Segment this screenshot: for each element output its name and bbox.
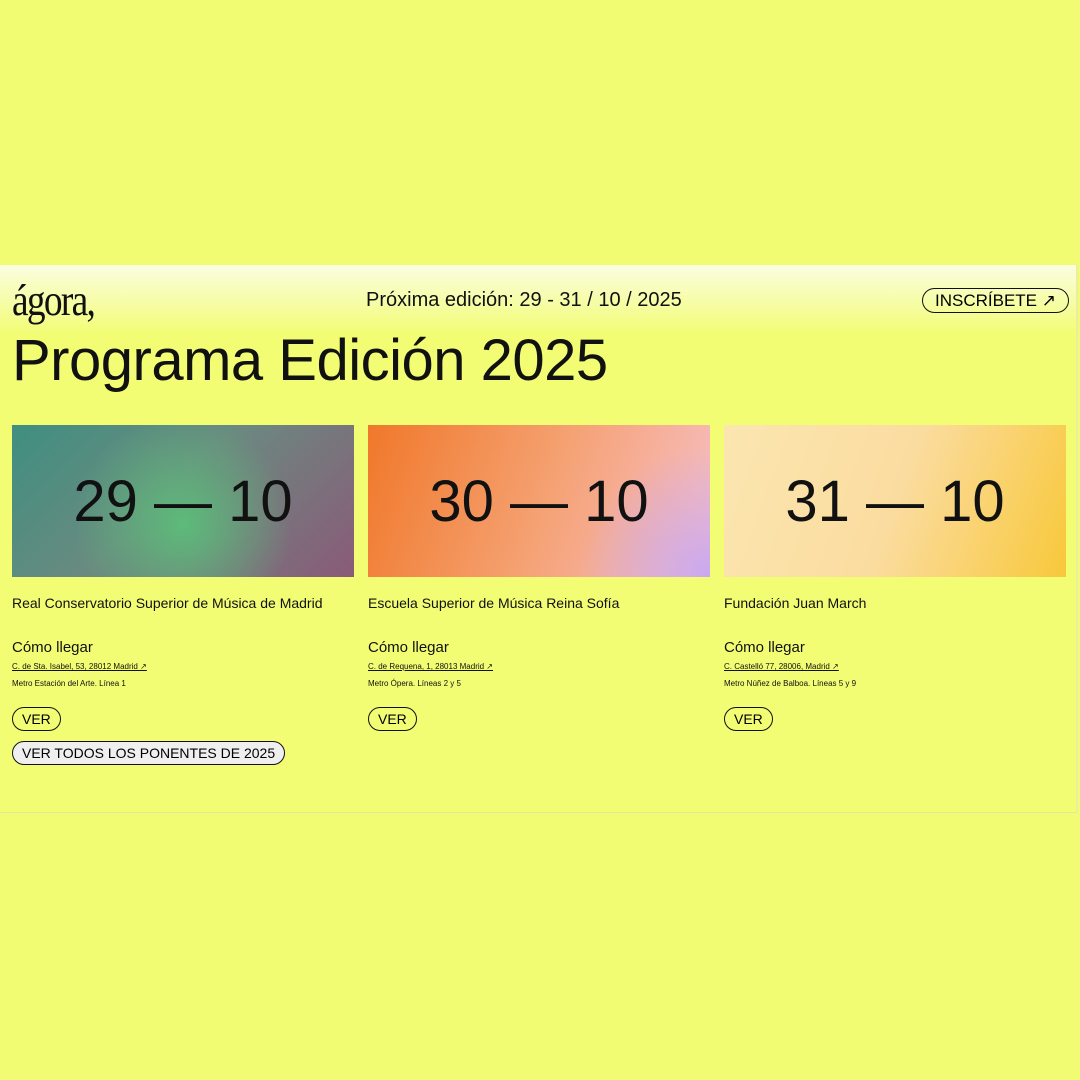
address-link[interactable]: C. Castelló 77, 28006, Madrid ↗ xyxy=(724,662,839,671)
venue-name: Real Conservatorio Superior de Música de… xyxy=(12,595,323,611)
view-button[interactable]: VER xyxy=(368,707,417,731)
metro-info: Metro Núñez de Balboa. Líneas 5 y 9 xyxy=(724,679,857,688)
date-banner: 30 — 10 xyxy=(368,425,710,577)
view-button[interactable]: VER xyxy=(724,707,773,731)
date-banner: 29 — 10 xyxy=(12,425,354,577)
header: ágora, Próxima edición: 29 - 31 / 10 / 2… xyxy=(0,265,1076,335)
directions-heading: Cómo llegar xyxy=(724,639,805,656)
metro-info: Metro Ópera. Líneas 2 y 5 xyxy=(368,679,461,688)
register-button[interactable]: INSCRÍBETE ↗ xyxy=(922,288,1069,313)
next-edition-text: Próxima edición: 29 - 31 / 10 / 2025 xyxy=(366,289,682,311)
address-link[interactable]: C. de Requena, 1, 28013 Madrid ↗ xyxy=(368,662,494,671)
directions-heading: Cómo llegar xyxy=(12,639,93,656)
directions-heading: Cómo llegar xyxy=(368,639,449,656)
day-card: 31 — 10 Fundación Juan March Cómo llegar… xyxy=(724,425,1066,731)
page-screenshot: ágora, Próxima edición: 29 - 31 / 10 / 2… xyxy=(0,265,1078,813)
address-link[interactable]: C. de Sta. Isabel, 53, 28012 Madrid ↗ xyxy=(12,662,147,671)
logo[interactable]: ágora, xyxy=(12,276,96,325)
all-speakers-button[interactable]: VER TODOS LOS PONENTES DE 2025 xyxy=(12,741,286,765)
view-button[interactable]: VER xyxy=(12,707,61,731)
venue-name: Escuela Superior de Música Reina Sofía xyxy=(368,595,620,611)
date-banner: 31 — 10 xyxy=(724,425,1066,577)
metro-info: Metro Estación del Arte. Línea 1 xyxy=(12,679,126,688)
page-title: Programa Edición 2025 xyxy=(12,328,608,393)
day-card: 30 — 10 Escuela Superior de Música Reina… xyxy=(368,425,710,731)
day-card: 29 — 10 Real Conservatorio Superior de M… xyxy=(12,425,354,731)
venue-name: Fundación Juan March xyxy=(724,595,867,611)
